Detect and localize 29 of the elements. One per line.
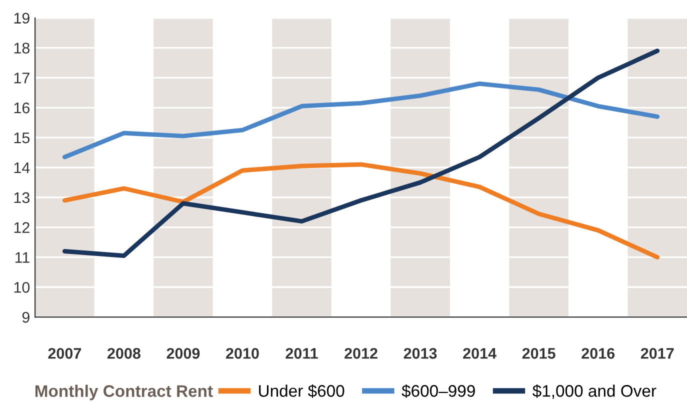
y-tick-label: 18: [14, 42, 30, 54]
y-tick-label: 12: [14, 222, 30, 233]
legend-label: Under $600: [259, 384, 344, 398]
y-tick-label: 9: [22, 312, 30, 323]
legend-title: Monthly Contract Rent: [35, 384, 213, 400]
y-tick-label: 13: [14, 192, 30, 204]
y-tick-label: 17: [14, 72, 30, 84]
x-tick-label: 2012: [344, 348, 378, 359]
x-tick-label: 2008: [107, 348, 140, 359]
y-tick-label: 15: [14, 132, 30, 144]
y-tick-label: 16: [14, 102, 30, 114]
x-tick-label: 2009: [166, 348, 200, 359]
x-tick-label: 2016: [582, 348, 615, 359]
legend-label: $1,000 and Over: [532, 384, 656, 399]
x-tick-label: 2015: [522, 348, 556, 359]
x-tick-label: 2017: [640, 348, 674, 359]
y-tick-label: 10: [14, 282, 30, 293]
y-tick-label: 19: [14, 12, 30, 24]
line-series: [62, 162, 660, 260]
x-tick-label: 2013: [404, 348, 437, 359]
legend-label: $600–999: [402, 384, 475, 398]
line-series: [62, 48, 660, 258]
x-tick-label: 2014: [463, 348, 496, 359]
x-tick-label: 2010: [226, 348, 259, 359]
y-tick-label: 14: [14, 162, 30, 174]
y-tick-label: 11: [15, 252, 30, 263]
x-tick-label: 2007: [48, 348, 81, 359]
line-series: [62, 81, 660, 160]
x-tick-label: 2011: [286, 348, 318, 359]
